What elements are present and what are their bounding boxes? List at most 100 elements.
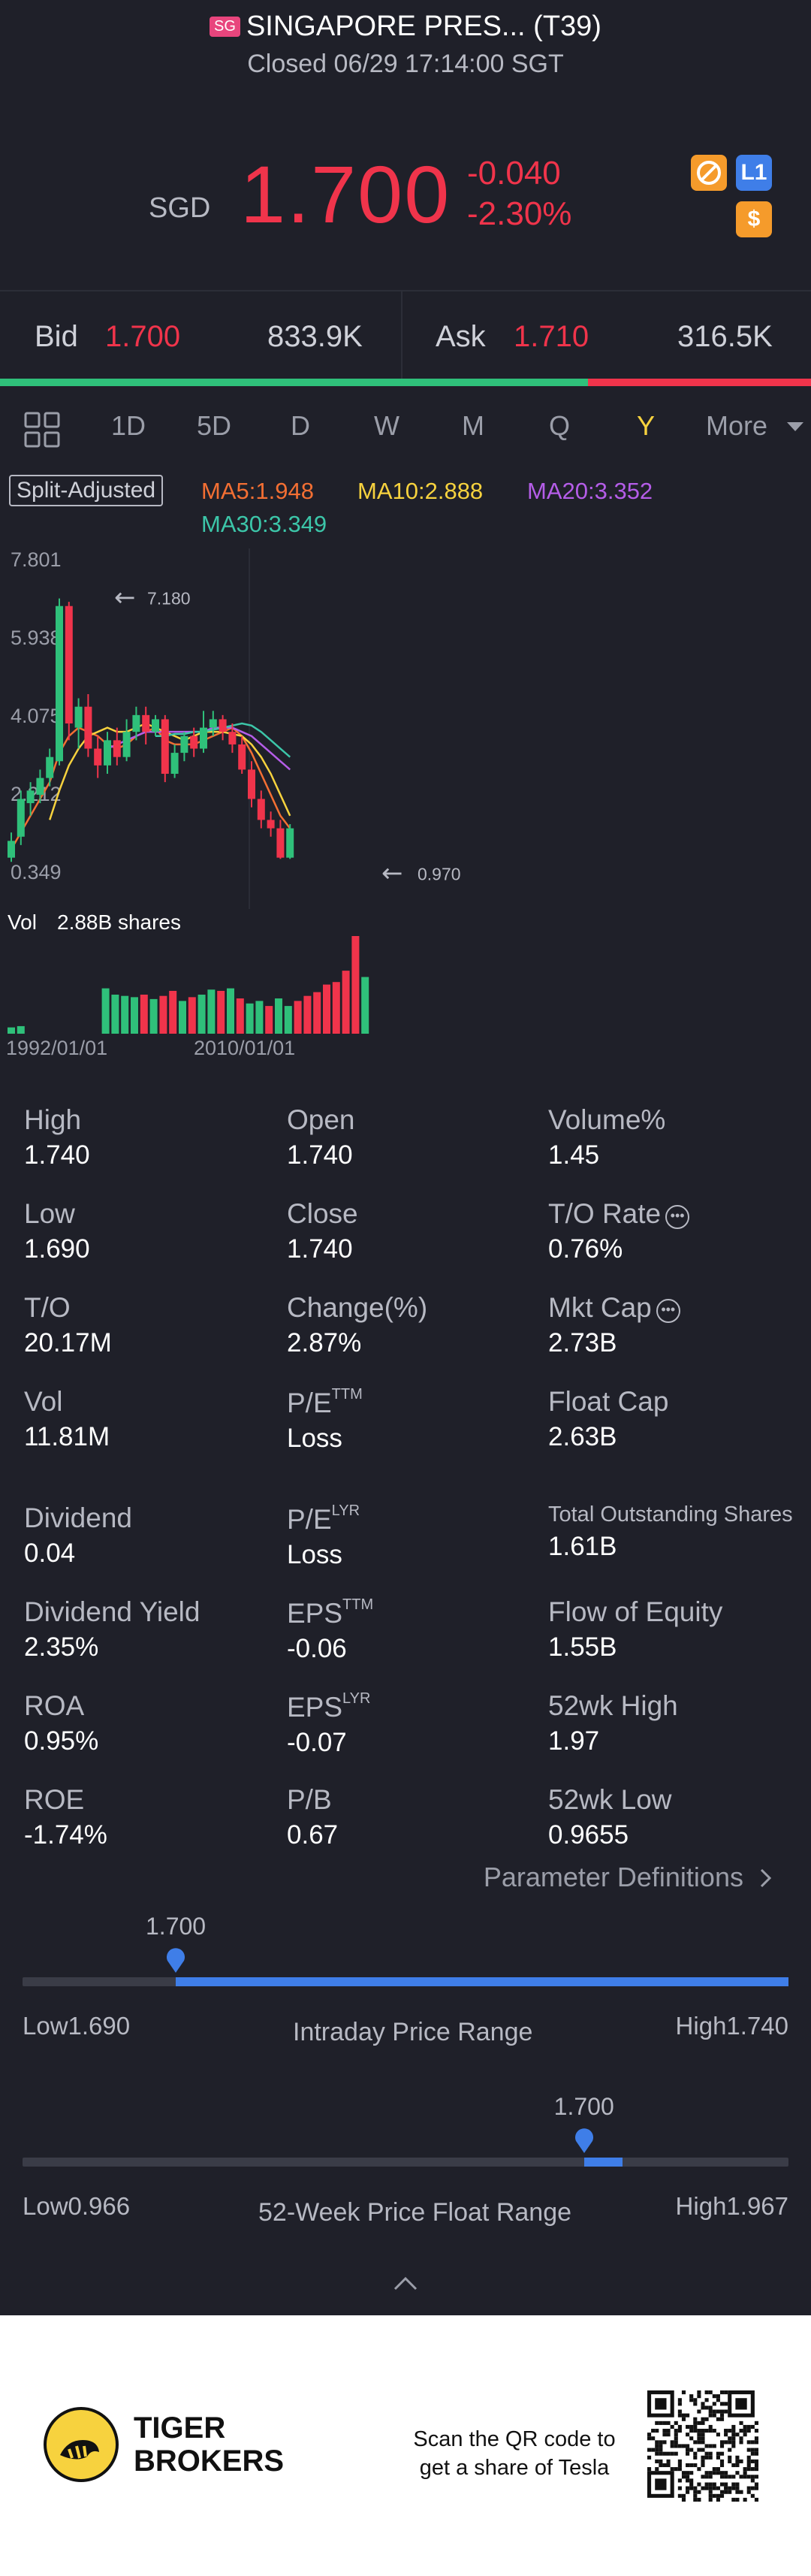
week52-current-value: 1.700 — [553, 2093, 614, 2120]
parameter-definitions-link[interactable]: Parameter Definitions — [484, 1862, 773, 1893]
ask-label: Ask — [436, 320, 486, 353]
stat-item[interactable]: T/O Rate ••• 0.76% — [548, 1198, 690, 1264]
qr-module — [677, 2413, 682, 2417]
stat-item: EPSLYR -0.07 — [287, 1690, 370, 1758]
qr-module — [681, 2390, 686, 2395]
qr-module — [686, 2448, 690, 2452]
stat-item: Low 1.690 — [24, 1198, 90, 1264]
qr-module — [735, 2471, 740, 2475]
tab-d[interactable]: D — [291, 410, 310, 441]
qr-module — [712, 2467, 716, 2472]
bid-ask-divider — [401, 291, 402, 379]
stat-value: 0.76% — [548, 1234, 623, 1264]
tab-q[interactable]: Q — [548, 410, 570, 441]
tab-m[interactable]: M — [462, 410, 484, 441]
qr-module — [724, 2409, 728, 2414]
qr-module — [666, 2433, 671, 2437]
tab-w[interactable]: W — [374, 410, 399, 441]
qr-module — [708, 2409, 713, 2414]
qr-module — [719, 2444, 725, 2448]
candle-body — [142, 714, 150, 732]
qr-module — [716, 2497, 720, 2502]
qr-module — [704, 2475, 709, 2479]
qr-module — [716, 2394, 720, 2399]
qr-module — [662, 2451, 667, 2456]
qr-module — [746, 2459, 751, 2463]
qr-code[interactable] — [647, 2390, 758, 2502]
ma20-label: MA20:3.352 — [527, 478, 653, 504]
split-adjusted-toggle[interactable]: Split-Adjusted — [9, 475, 164, 506]
candlestick-chart[interactable]: 7.801 5.938 4.075 2.212 0.349 ← 7.180 ← 0.970 V… — [0, 548, 811, 1059]
tab-y[interactable]: Y — [636, 410, 655, 441]
stat-label: P/ELYR — [287, 1502, 360, 1535]
qr-module — [750, 2478, 755, 2483]
qr-module — [677, 2444, 682, 2448]
qr-module — [716, 2417, 720, 2421]
collapse-chevron-up-icon[interactable] — [390, 2266, 421, 2300]
qr-module — [666, 2459, 671, 2463]
ma30-label: MA30:3.349 — [201, 511, 327, 537]
stock-name: SINGAPORE PRES... (T39) — [246, 11, 601, 42]
stat-item[interactable]: Mkt Cap ••• 2.73B — [548, 1292, 680, 1358]
week52-track — [23, 2158, 788, 2167]
tab-1d[interactable]: 1D — [110, 410, 146, 441]
qr-module — [677, 2459, 682, 2463]
candle-body — [152, 719, 159, 732]
dollar-icon[interactable]: $ — [736, 201, 772, 237]
x-tick-label: 2010/01/01 — [194, 1037, 295, 1059]
candle-body — [17, 799, 25, 837]
stat-item: P/ELYR Loss — [287, 1502, 360, 1570]
qr-module — [701, 2433, 705, 2437]
stat-value: 0.67 — [287, 1820, 339, 1850]
stat-label: High — [24, 1104, 82, 1135]
qr-module — [686, 2413, 690, 2417]
qr-module — [681, 2471, 686, 2475]
stat-value: Loss — [287, 1424, 342, 1453]
qr-module — [659, 2463, 663, 2468]
qr-module — [739, 2490, 743, 2494]
qr-module — [655, 2420, 659, 2425]
stat-label: Dividend — [24, 1502, 132, 1533]
stock-title[interactable]: SG SINGAPORE PRES... (T39) — [0, 11, 811, 43]
tab-5d[interactable]: 5D — [196, 410, 232, 441]
layout-grid-icon[interactable] — [23, 410, 62, 453]
qr-module — [750, 2486, 755, 2490]
candle-body — [46, 756, 54, 778]
qr-module — [704, 2444, 709, 2448]
last-price: 1.700 — [240, 149, 451, 240]
stat-item: ROE -1.74% — [24, 1784, 107, 1850]
qr-module — [746, 2463, 751, 2468]
level-one-icon[interactable]: L1 — [736, 155, 772, 191]
qr-module — [689, 2394, 694, 2399]
bid-label: Bid — [35, 320, 78, 353]
qr-module — [693, 2455, 698, 2460]
no-trade-icon[interactable] — [691, 155, 727, 191]
candle-body — [190, 735, 198, 749]
tab-more[interactable]: More — [705, 410, 768, 441]
stat-item: Change(%) 2.87% — [287, 1292, 427, 1358]
chevron-down-icon[interactable] — [787, 422, 803, 436]
qr-module — [708, 2497, 713, 2502]
qr-module — [716, 2493, 720, 2498]
qr-module — [735, 2486, 740, 2490]
qr-module — [746, 2424, 751, 2430]
qr-module — [686, 2433, 690, 2437]
qr-module — [693, 2497, 698, 2502]
more-info-icon[interactable]: ••• — [656, 1299, 680, 1323]
price-change: -0.040 -2.30% — [467, 153, 571, 234]
qr-module — [659, 2459, 663, 2463]
qr-module — [708, 2413, 713, 2417]
stat-item: P/B 0.67 — [287, 1784, 338, 1850]
qr-module — [689, 2398, 694, 2402]
more-info-icon[interactable]: ••• — [665, 1205, 690, 1229]
qr-module — [674, 2429, 678, 2433]
bid-ask-panel[interactable]: Bid 1.700 833.9K Ask 1.710 316.5K — [0, 290, 811, 379]
qr-module — [754, 2451, 758, 2456]
qr-module — [746, 2490, 751, 2494]
qr-module — [697, 2409, 701, 2414]
candle-body — [219, 719, 227, 732]
qr-module — [716, 2471, 720, 2475]
qr-module — [697, 2467, 701, 2472]
qr-module — [743, 2424, 747, 2430]
